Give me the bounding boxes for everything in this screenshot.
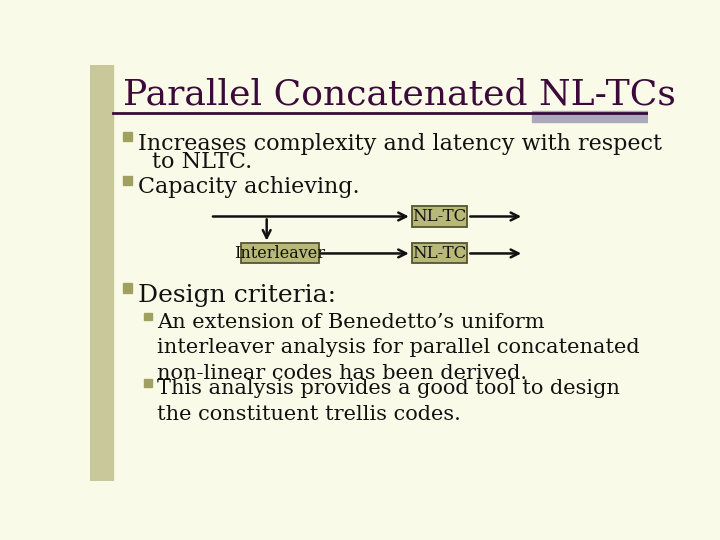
Text: Parallel Concatenated NL-TCs: Parallel Concatenated NL-TCs bbox=[122, 77, 675, 111]
Bar bbox=[412, 244, 467, 264]
Bar bbox=[122, 284, 132, 293]
Text: Design criteria:: Design criteria: bbox=[138, 284, 336, 307]
Text: Increases complexity and latency with respect: Increases complexity and latency with re… bbox=[138, 132, 662, 154]
Text: Interleaver: Interleaver bbox=[235, 245, 325, 262]
Bar bbox=[241, 244, 319, 264]
Text: Capacity achieving.: Capacity achieving. bbox=[138, 177, 360, 199]
Bar bbox=[144, 379, 152, 387]
Text: An extension of Benedetto’s uniform
interleaver analysis for parallel concatenat: An extension of Benedetto’s uniform inte… bbox=[157, 313, 639, 383]
Bar bbox=[90, 65, 113, 481]
Text: NL-TC: NL-TC bbox=[413, 245, 467, 262]
Bar bbox=[122, 176, 132, 185]
Bar bbox=[412, 206, 467, 226]
Text: NL-TC: NL-TC bbox=[413, 208, 467, 225]
Text: This analysis provides a good tool to design
the constituent trellis codes.: This analysis provides a good tool to de… bbox=[157, 379, 619, 424]
Text: to NLTC.: to NLTC. bbox=[152, 151, 252, 173]
Bar bbox=[122, 132, 132, 141]
Bar bbox=[532, 111, 648, 122]
Bar bbox=[144, 313, 152, 320]
